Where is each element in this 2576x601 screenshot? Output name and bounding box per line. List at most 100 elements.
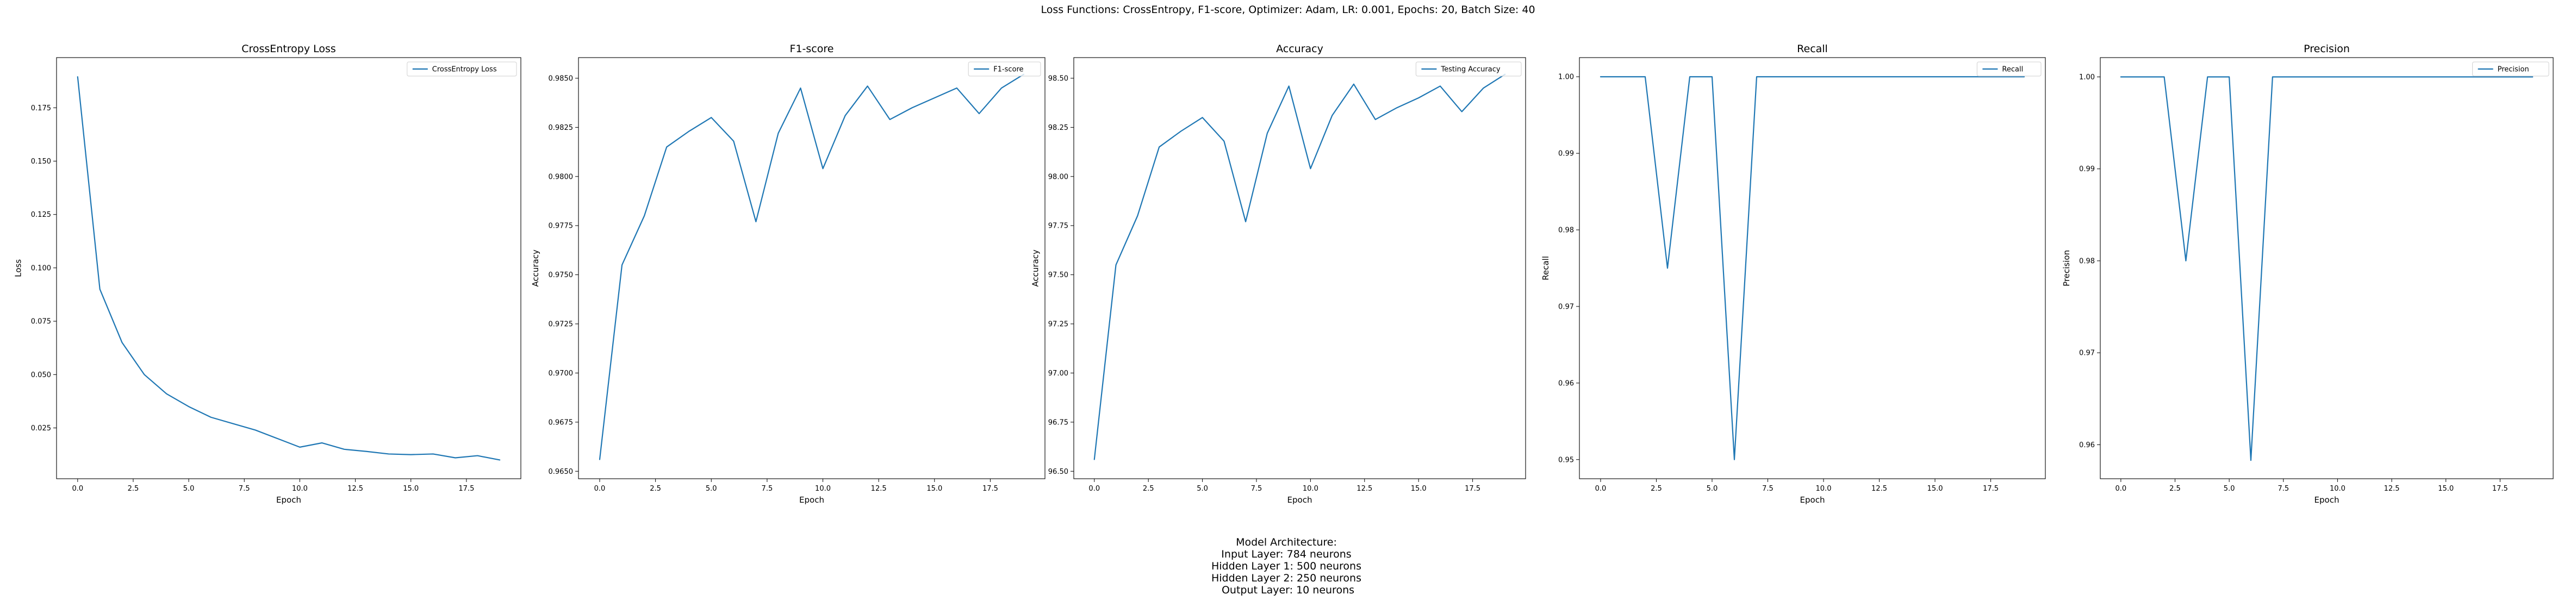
x-tick-label: 2.5 — [1651, 485, 1662, 493]
y-tick-label: 98.50 — [1048, 74, 1068, 83]
y-tick-label: 0.96 — [1558, 379, 1574, 387]
series-line — [599, 73, 1025, 460]
y-tick-label: 0.97 — [1558, 303, 1574, 311]
x-tick-label: 12.5 — [1357, 485, 1372, 493]
architecture-line: Hidden Layer 2: 250 neurons — [1211, 572, 1361, 584]
y-axis-label: Accuracy — [1031, 249, 1041, 287]
architecture-line: Hidden Layer 1: 500 neurons — [1211, 560, 1361, 572]
y-tick-label: 0.9775 — [549, 222, 574, 230]
legend-box — [2472, 61, 2549, 77]
architecture-line: Input Layer: 784 neurons — [1221, 548, 1351, 560]
axes-frame — [1579, 57, 2046, 479]
x-tick-label: 5.0 — [183, 485, 195, 493]
subplot-title: F1-score — [790, 43, 834, 55]
x-tick-label: 0.0 — [1595, 485, 1607, 493]
y-tick-label: 0.98 — [2079, 257, 2095, 265]
x-tick-label: 2.5 — [650, 485, 661, 493]
legend-box — [407, 61, 517, 77]
x-tick-label: 7.5 — [762, 485, 773, 493]
architecture-text: Model Architecture: Input Layer: 784 neu… — [1211, 536, 1365, 596]
axes-frame — [2100, 57, 2554, 479]
y-tick-label: 0.125 — [31, 211, 51, 219]
x-tick-label: 0.0 — [72, 485, 83, 493]
x-tick-label: 15.0 — [2438, 485, 2454, 493]
y-tick-label: 0.9800 — [549, 173, 574, 181]
x-axis-label: Epoch — [276, 495, 301, 505]
y-tick-label: 0.025 — [31, 424, 51, 433]
x-tick-label: 12.5 — [1871, 485, 1887, 493]
y-tick-label: 1.00 — [1558, 73, 1574, 82]
x-tick-label: 10.0 — [1303, 485, 1318, 493]
y-tick-label: 0.100 — [31, 264, 51, 272]
y-tick-label: 97.50 — [1048, 271, 1068, 279]
x-tick-label: 17.5 — [2492, 485, 2508, 493]
y-tick-label: 96.50 — [1048, 468, 1068, 476]
y-tick-label: 0.98 — [1558, 227, 1574, 235]
subplot-title: Precision — [2304, 43, 2350, 55]
x-tick-label: 12.5 — [347, 485, 363, 493]
axes-frame — [578, 57, 1046, 479]
x-tick-label: 15.0 — [1927, 485, 1943, 493]
y-axis-label: Recall — [1541, 256, 1551, 280]
legend-label: Testing Accuracy — [1440, 66, 1500, 74]
subplot-title: Accuracy — [1276, 43, 1323, 55]
y-tick-label: 0.075 — [31, 318, 51, 326]
legend-box — [1976, 61, 2042, 77]
x-tick-label: 10.0 — [815, 485, 831, 493]
y-tick-label: 97.25 — [1048, 321, 1068, 329]
x-tick-label: 10.0 — [2330, 485, 2345, 493]
y-tick-label: 0.175 — [31, 104, 51, 112]
legend-label: Recall — [2002, 66, 2023, 74]
x-tick-label: 2.5 — [128, 485, 139, 493]
x-tick-label: 15.0 — [403, 485, 419, 493]
axes-frame — [56, 57, 521, 479]
legend-box — [1415, 61, 1522, 77]
y-tick-label: 1.00 — [2079, 73, 2095, 82]
x-axis-label: Epoch — [2314, 495, 2339, 505]
x-tick-label: 10.0 — [1816, 485, 1832, 493]
y-tick-label: 0.97 — [2079, 349, 2095, 358]
x-tick-label: 0.0 — [1088, 485, 1100, 493]
y-tick-label: 0.9675 — [549, 418, 574, 427]
figure-suptitle: Loss Functions: CrossEntropy, F1-score, … — [1041, 4, 1535, 16]
x-tick-label: 5.0 — [1197, 485, 1208, 493]
x-axis-label: Epoch — [1800, 495, 1825, 505]
subplot: Recall 0.0 2.5 5.0 7.5 10.0 12.5 15.0 17.5 0.95 0.… — [1541, 43, 2046, 505]
x-tick-label: 17.5 — [1465, 485, 1480, 493]
x-tick-label: 17.5 — [458, 485, 474, 493]
legend-label: Precision — [2498, 66, 2529, 74]
legend-label: F1-score — [993, 66, 1023, 74]
y-axis-label: Loss — [14, 259, 23, 277]
y-tick-label: 0.9650 — [549, 468, 574, 476]
x-tick-label: 15.0 — [926, 485, 942, 493]
y-tick-label: 0.9825 — [549, 124, 574, 132]
series-line — [77, 76, 501, 461]
y-tick-label: 98.00 — [1048, 173, 1068, 181]
x-tick-label: 7.5 — [2278, 485, 2289, 493]
y-tick-label: 0.9750 — [549, 271, 574, 279]
y-tick-label: 0.99 — [1558, 150, 1574, 158]
subplot: CrossEntropy Loss 0.0 2.5 5.0 7.5 10.0 12.5 15.… — [14, 43, 521, 505]
architecture-line: Model Architecture: — [1236, 536, 1337, 548]
x-tick-label: 17.5 — [1983, 485, 1999, 493]
x-tick-label: 2.5 — [2169, 485, 2181, 493]
y-tick-label: 0.9725 — [549, 321, 574, 329]
subplot: Precision 0.0 2.5 5.0 7.5 10.0 12.5 15.0 17.5 0.9… — [2062, 43, 2554, 505]
y-tick-label: 97.75 — [1048, 222, 1068, 230]
x-axis-label: Epoch — [1287, 495, 1312, 505]
y-tick-label: 0.96 — [2079, 441, 2095, 449]
architecture-line: Output Layer: 10 neurons — [1222, 584, 1354, 596]
x-tick-label: 12.5 — [871, 485, 887, 493]
y-axis-label: Accuracy — [531, 249, 540, 287]
subplot-title: CrossEntropy Loss — [241, 43, 336, 55]
y-tick-label: 0.150 — [31, 158, 51, 166]
legend-box — [968, 61, 1041, 77]
y-tick-label: 0.99 — [2079, 165, 2095, 173]
series-line — [1093, 73, 1506, 460]
y-tick-label: 0.9850 — [549, 74, 574, 83]
axes-frame — [1073, 57, 1526, 479]
x-tick-label: 7.5 — [1251, 485, 1262, 493]
x-axis-label: Epoch — [799, 495, 824, 505]
